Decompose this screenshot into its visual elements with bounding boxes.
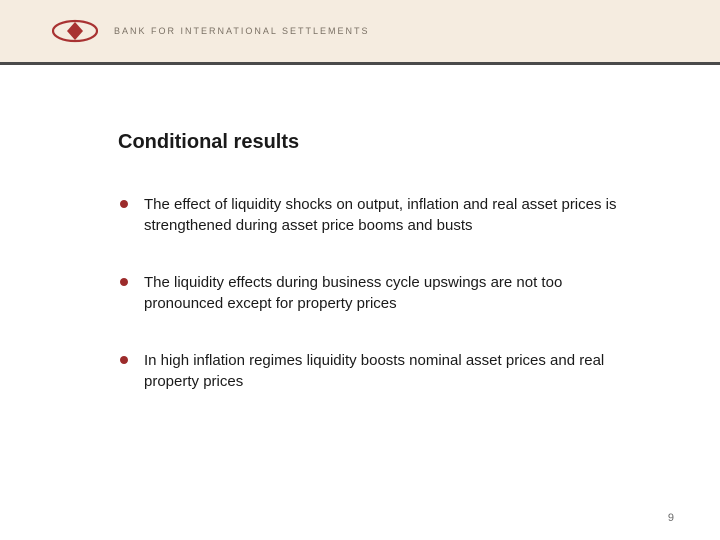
page-number: 9 bbox=[668, 512, 674, 524]
slide-content: Conditional results The effect of liquid… bbox=[0, 65, 720, 392]
header-band: BANK FOR INTERNATIONAL SETTLEMENTS bbox=[0, 0, 720, 62]
logo-wrap: BANK FOR INTERNATIONAL SETTLEMENTS bbox=[52, 17, 370, 45]
bis-logo-icon bbox=[52, 17, 98, 45]
bullet-item: In high inflation regimes liquidity boos… bbox=[118, 350, 620, 392]
bullet-item: The liquidity effects during business cy… bbox=[118, 272, 620, 314]
slide-title: Conditional results bbox=[118, 131, 620, 154]
org-name: BANK FOR INTERNATIONAL SETTLEMENTS bbox=[114, 26, 370, 36]
bullet-item: The effect of liquidity shocks on output… bbox=[118, 194, 620, 236]
bullet-list: The effect of liquidity shocks on output… bbox=[118, 194, 620, 392]
